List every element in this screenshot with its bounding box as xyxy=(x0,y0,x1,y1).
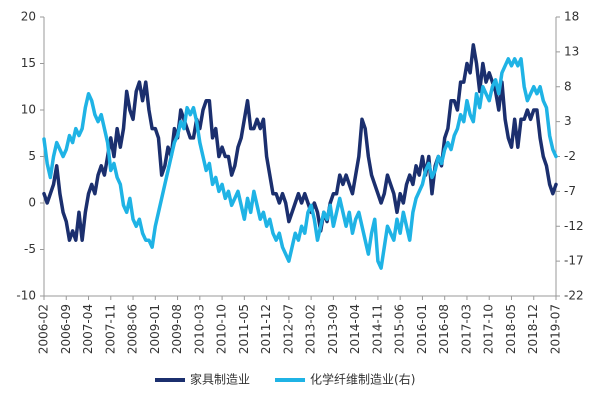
x-tick-label: 2017-03 xyxy=(459,304,473,354)
x-tick-label: 2007-04 xyxy=(81,304,95,354)
x-tick-label: 2009-08 xyxy=(170,304,184,354)
y-tick-label: 15 xyxy=(21,56,36,70)
x-tick-label: 2011-12 xyxy=(259,304,273,354)
x-tick-label: 2013-02 xyxy=(304,304,318,354)
legend-label: 家具制造业 xyxy=(190,372,250,387)
series-line xyxy=(42,43,558,242)
y2-tick-label: -12 xyxy=(564,219,584,233)
x-tick-label: 2018-12 xyxy=(526,304,540,354)
x-tick-label: 2009-01 xyxy=(148,304,162,354)
y-tick-label: -10 xyxy=(16,289,36,303)
x-tick-label: 2010-10 xyxy=(215,304,229,354)
x-tick-label: 2016-08 xyxy=(437,304,451,354)
x-tick-label: 2011-05 xyxy=(237,304,251,354)
x-tick-label: 2007-11 xyxy=(103,304,117,354)
x-tick-label: 2008-06 xyxy=(126,304,140,354)
series-line xyxy=(42,57,558,270)
x-tick-label: 2012-07 xyxy=(281,304,295,354)
y2-tick-label: 18 xyxy=(564,10,579,24)
y2-tick-label: 13 xyxy=(564,44,579,58)
y2-tick-label: 8 xyxy=(564,79,572,93)
x-tick-label: 2010-03 xyxy=(192,304,206,354)
y-tick-label: 5 xyxy=(28,149,36,163)
y-tick-label: 10 xyxy=(21,103,36,117)
y-tick-label: 0 xyxy=(28,196,36,210)
y2-tick-label: 3 xyxy=(564,114,572,128)
x-tick-label: 2016-01 xyxy=(415,304,429,354)
y-tick-label: 20 xyxy=(21,10,36,24)
x-tick-label: 2015-06 xyxy=(393,304,407,354)
y2-tick-label: -17 xyxy=(564,254,584,268)
x-tick-label: 2019-07 xyxy=(549,304,563,354)
x-tick-label: 2017-10 xyxy=(482,304,496,354)
y2-tick-label: -7 xyxy=(564,184,576,198)
y2-tick-label: -2 xyxy=(564,149,576,163)
x-tick-label: 2014-04 xyxy=(348,304,362,354)
x-tick-label: 2006-02 xyxy=(37,304,51,354)
y-tick-label: -5 xyxy=(24,242,36,256)
legend-label: 化学纤维制造业(右) xyxy=(310,372,415,387)
x-tick-label: 2018-05 xyxy=(504,304,518,354)
x-tick-label: 2013-09 xyxy=(326,304,340,354)
x-tick-label: 2006-09 xyxy=(59,304,73,354)
y2-tick-label: -22 xyxy=(564,289,584,303)
x-tick-label: 2014-11 xyxy=(370,304,384,354)
